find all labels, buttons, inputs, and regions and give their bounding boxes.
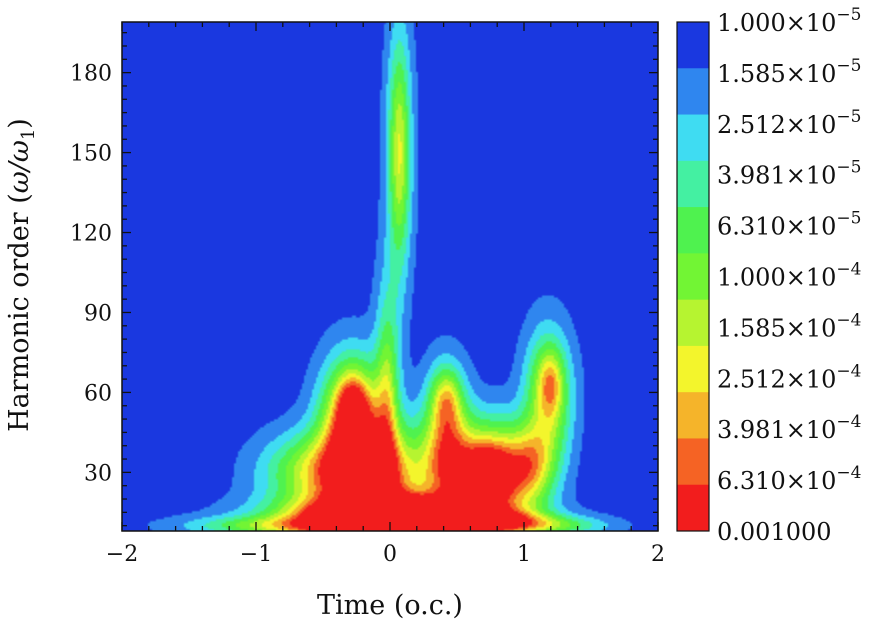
y-tick-label: 60 [84,381,112,406]
colorbar-swatch [677,207,709,254]
colorbar: 1.000×10−5 1.585×10−5 2.512×10−5 3.981×10−5… [676,5,861,546]
colorbar-label: 3.981×10−5 [717,158,861,190]
colorbar-label: 1.000×10−5 [717,5,861,37]
x-tick-label: 1 [517,542,531,567]
colorbar-label: 0.001000 [717,518,832,546]
colorbar-swatch [677,160,709,208]
colorbar-swatch [677,484,709,532]
x-tick-label: 0 [383,542,397,567]
y-tick-labels: 30 60 90 120 150 180 [70,62,112,487]
y-axis-title: Harmonic order (ω/ω1) [4,118,39,432]
colorbar-label: 2.512×10−5 [717,107,861,139]
colorbar-label: 6.310×10−5 [717,209,861,241]
y-tick-label: 180 [70,62,112,87]
colorbar-label: 3.981×10−4 [717,412,861,444]
colorbar-swatch [677,253,709,301]
axis-ticks [121,22,659,531]
x-axis-title: Time (o.c.) [317,590,463,621]
y-tick-label: 120 [70,222,112,247]
colorbar-swatch [677,392,709,439]
y-tick-label: 30 [84,461,112,486]
colorbar-label: 2.512×10−4 [717,361,861,393]
colorbar-swatch [677,114,709,162]
colorbar-swatch [677,438,709,486]
colorbar-frame [676,21,710,532]
x-tick-labels: −2 −1 0 1 2 [106,542,665,567]
plot-area: −2 −1 0 1 2 30 60 90 120 150 180 [70,21,665,567]
colorbar-label: 1.585×10−5 [717,56,861,88]
colorbar-label: 1.000×10−4 [717,260,861,292]
y-tick-label: 90 [84,301,112,326]
colorbar-swatches [677,22,709,532]
x-tick-label: 2 [651,542,665,567]
colorbar-labels: 1.000×10−5 1.585×10−5 2.512×10−5 3.981×10−5… [717,5,861,546]
colorbar-label: 1.585×10−4 [717,310,861,342]
y-tick-label: 150 [70,142,112,167]
heatmap-image [122,22,658,531]
colorbar-swatch [677,345,709,393]
x-tick-label: −2 [106,542,138,567]
colorbar-label: 6.310×10−4 [717,463,861,495]
colorbar-swatch [677,299,709,347]
colorbar-swatch [677,22,709,69]
colorbar-swatch [677,68,709,116]
x-tick-label: −1 [240,542,272,567]
